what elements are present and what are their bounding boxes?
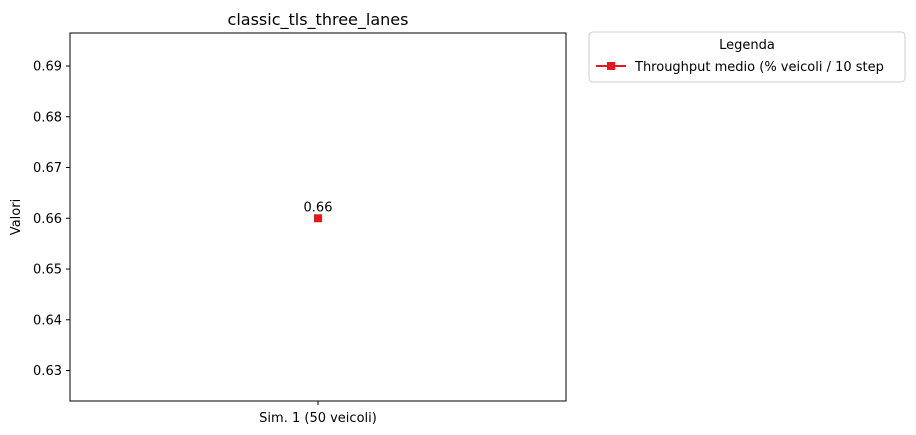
y-tick-label: 0.63 [33,364,62,379]
chart-title: classic_tls_three_lanes [228,10,409,30]
y-tick-label: 0.68 [33,110,62,125]
x-tick-label: Sim. 1 (50 veicoli) [259,411,377,426]
data-value-label: 0.66 [304,200,333,215]
data-point-marker [314,214,322,223]
y-axis: 0.63 0.64 0.65 0.66 0.67 0.68 0.69 [33,59,70,379]
legend-marker-swatch [607,62,615,70]
y-tick-label: 0.67 [33,161,62,176]
series-layer: 0.66 [304,200,333,223]
legend-title: Legenda [719,38,775,53]
y-tick-label: 0.69 [33,59,62,74]
y-tick-label: 0.66 [33,212,62,227]
x-axis: Sim. 1 (50 veicoli) [259,401,377,426]
legend: Legenda Throughput medio (% veicoli / 10… [588,31,906,83]
y-tick-label: 0.64 [33,313,62,328]
y-axis-label: Valori [9,199,24,235]
legend-box [588,31,906,83]
legend-entry-label: Throughput medio (% veicoli / 10 step [634,60,884,75]
y-tick-label: 0.65 [33,263,62,278]
